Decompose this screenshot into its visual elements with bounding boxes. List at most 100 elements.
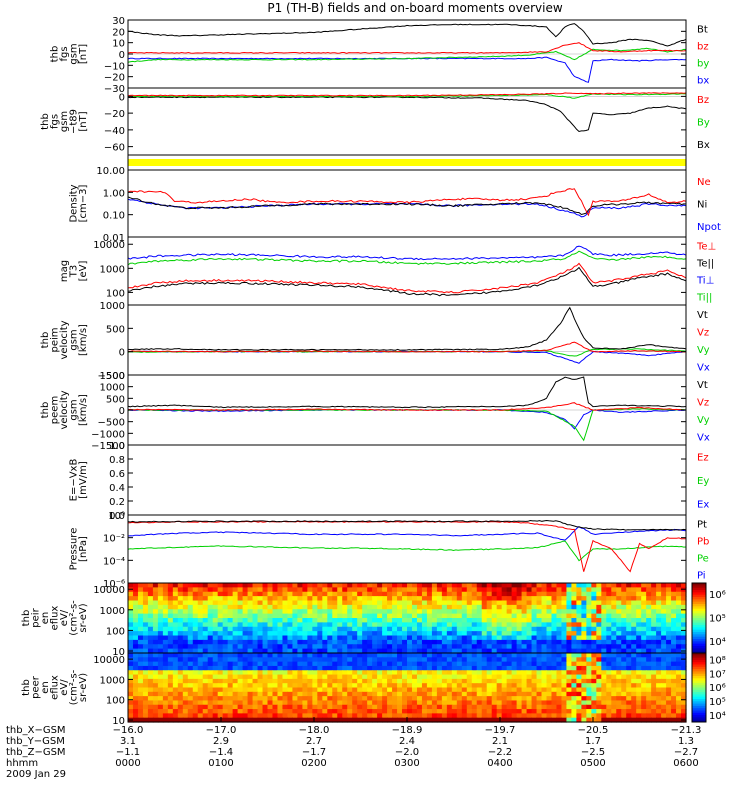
spectrogram-cell: [292, 622, 298, 628]
spectrogram-cell: [476, 704, 483, 710]
spectrogram-cell: [641, 674, 647, 680]
spectrogram-cell: [332, 678, 338, 684]
spectrogram-cell: [596, 644, 602, 650]
spectrogram-cell: [147, 583, 154, 588]
spectrogram-cell: [287, 653, 294, 658]
colorbar-segment: [692, 664, 706, 668]
spectrogram-cell: [237, 674, 244, 680]
spectrogram-cell: [397, 600, 403, 606]
spectrogram-cell: [362, 687, 368, 693]
spectrogram-cell: [501, 661, 508, 667]
spectrogram-cell: [496, 631, 503, 637]
spectrogram-cell: [387, 713, 393, 719]
spectrogram-cell: [456, 683, 463, 689]
spectrogram-cell: [651, 665, 657, 671]
spectrogram-cell: [282, 631, 289, 637]
spectrogram-cell: [322, 604, 328, 610]
spectrogram-cell: [676, 600, 682, 606]
spectrogram-cell: [456, 626, 463, 632]
spectrogram-cell: [382, 696, 388, 702]
spectrogram-cell: [681, 700, 687, 706]
spectrogram-cell: [247, 687, 254, 693]
spectrogram-cell: [416, 657, 423, 663]
spectrogram-cell: [491, 600, 498, 606]
spectrogram-cell: [456, 648, 463, 654]
spectrogram-cell: [631, 596, 637, 602]
spectrogram-cell: [387, 717, 393, 723]
spectrogram-cell: [267, 639, 274, 645]
spectrogram-cell: [377, 613, 383, 619]
spectrogram-cell: [407, 618, 413, 623]
spectrogram-cell: [397, 683, 403, 689]
spectrogram-cell: [426, 653, 433, 658]
spectrogram-cell: [666, 691, 672, 697]
spectrogram-cell: [651, 691, 657, 697]
spectrogram-cell: [601, 691, 607, 697]
spectrogram-cell: [531, 713, 538, 719]
spectrogram-cell: [646, 587, 652, 593]
spectrogram-cell: [656, 591, 662, 597]
spectrogram-cell: [292, 653, 298, 658]
spectrogram-cell: [147, 704, 154, 710]
spectrogram-cell: [387, 600, 393, 606]
spectrogram-cell: [651, 648, 657, 654]
spectrogram-cell: [476, 639, 483, 645]
spectrogram-cell: [362, 626, 368, 632]
spectrogram-cell: [167, 683, 174, 689]
spectrogram-cell: [606, 704, 612, 710]
spectrogram-cell: [446, 639, 453, 645]
spectrogram-cell: [596, 600, 602, 606]
spectrogram-cell: [476, 674, 483, 680]
spectrogram-cell: [466, 674, 473, 680]
spectrogram-cell: [187, 583, 194, 588]
spectrogram-cell: [461, 613, 468, 619]
spectrogram-cell: [431, 631, 438, 637]
spectrogram-cell: [476, 696, 483, 702]
spectrogram-cell: [636, 704, 642, 710]
spectrogram-cell: [387, 653, 393, 658]
spectrogram-cell: [571, 644, 577, 650]
spectrogram-cell: [312, 709, 318, 714]
spectrogram-cell: [207, 596, 214, 602]
spectrogram-cell: [576, 709, 582, 714]
spectrogram-cell: [297, 657, 303, 663]
spectrogram-cell: [616, 683, 622, 689]
spectrogram-cell: [456, 713, 463, 719]
spectrogram-cell: [651, 591, 657, 597]
spectrogram-cell: [531, 678, 538, 684]
spectrogram-cell: [476, 635, 483, 641]
spectrogram-cell: [626, 704, 632, 710]
spectrogram-cell: [327, 704, 333, 710]
spectrogram-cell: [322, 587, 328, 593]
spectrogram-cell: [262, 657, 269, 663]
spectrogram-cell: [167, 644, 174, 650]
spectrogram-cell: [187, 691, 194, 697]
spectrogram-cell: [197, 648, 204, 654]
spectrogram-cell: [272, 639, 279, 645]
spectrogram-cell: [556, 653, 563, 658]
spectrogram-cell: [187, 587, 194, 593]
spectrogram-cell: [646, 631, 652, 637]
spectrogram-cell: [576, 657, 582, 663]
spectrogram-cell: [556, 631, 563, 637]
spectrogram-cell: [302, 709, 308, 714]
spectrogram-cell: [197, 644, 204, 650]
spectrogram-cell: [128, 700, 134, 706]
spectrogram-cell: [197, 591, 204, 597]
spectrogram-cell: [402, 587, 408, 593]
spectrogram-cell: [407, 635, 413, 641]
spectrogram-cell: [367, 587, 373, 593]
panel-10: 10⁶10⁵10⁴10000100010010thbpeirenefluxeV/…: [21, 582, 726, 658]
spectrogram-cell: [601, 653, 607, 658]
spectrogram-cell: [551, 687, 558, 693]
spectrogram-cell: [561, 618, 568, 623]
spectrogram-cell: [222, 609, 229, 615]
colorbar-tick-label: 10⁴: [709, 711, 726, 722]
spectrogram-cell: [327, 618, 333, 623]
spectrogram-cell: [217, 691, 224, 697]
spectrogram-cell: [546, 648, 553, 654]
series-line-Vz: [128, 341, 687, 353]
spectrogram-cell: [411, 609, 418, 615]
spectrogram-cell: [192, 622, 199, 628]
spectrogram-cell: [372, 709, 378, 714]
